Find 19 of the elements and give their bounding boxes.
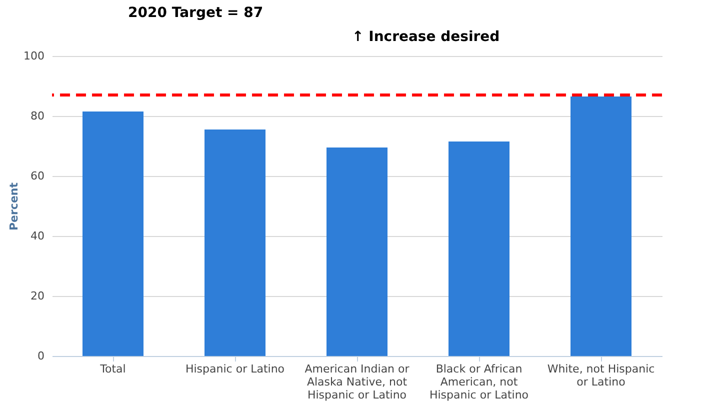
bar — [82, 112, 144, 356]
x-tick-label: American Indian or Alaska Native, not Hispanic or Latino — [304, 362, 410, 402]
y-axis-title: Percent — [8, 182, 21, 231]
x-tick-label: White, not Hispanic or Latino — [547, 362, 655, 388]
y-tick-label: 40 — [30, 230, 44, 242]
chart-title: 2020 Target = 87 — [128, 5, 264, 21]
bar — [326, 148, 388, 356]
y-tick-label: 60 — [30, 170, 44, 182]
y-tick-label: 0 — [38, 350, 44, 362]
text: ↑ Increase desired — [352, 29, 500, 45]
y-tick-label: 20 — [30, 290, 44, 302]
bar — [570, 96, 632, 356]
y-tick-label: 100 — [24, 50, 44, 62]
bar — [204, 130, 266, 356]
y-tick-label: 80 — [30, 110, 44, 122]
x-tick-label: Total — [99, 362, 126, 376]
bar — [448, 142, 510, 356]
x-tick-label: Hispanic or Latino — [185, 362, 285, 376]
x-tick-label: Black or African American, not Hispanic or Latino — [429, 362, 529, 402]
